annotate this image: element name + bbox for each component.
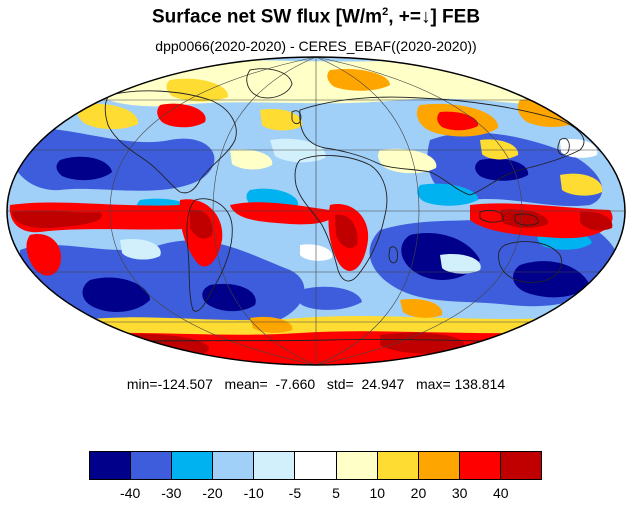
- title-rest: , +=↓] FEB: [388, 6, 481, 28]
- map-outline: [6, 56, 626, 366]
- colorbar-tick-labels: -40 -30 -20 -10 -5 5 10 20 30 40: [89, 485, 542, 503]
- colorbar-tick-label: 10: [369, 485, 386, 501]
- colorbar-swatch: [295, 452, 337, 479]
- plot-title: Surface net SW flux [W/m2, +=↓] FEB: [0, 6, 632, 28]
- colorbar-swatch: [131, 452, 173, 479]
- colorbar-swatch: [213, 452, 255, 479]
- plot-subtitle: dpp0066(2020-2020) - CERES_EBAF((2020-20…: [155, 38, 477, 54]
- colorbar-tick-label: -5: [288, 485, 302, 501]
- colorbar-tick-label: -30: [161, 485, 182, 501]
- colorbar-tick-label: -40: [120, 485, 141, 501]
- colorbar: [89, 451, 542, 480]
- mollweide-map: [6, 56, 626, 366]
- graticule: [7, 57, 625, 365]
- colorbar-swatch: [500, 452, 542, 479]
- colorbar-tick-label: 30: [451, 485, 468, 501]
- colorbar-tick-label: 40: [493, 485, 509, 501]
- negative-anomaly-regions: [10, 127, 620, 327]
- colorbar-tick-label: -10: [243, 485, 264, 501]
- colorbar-swatch: [90, 452, 132, 479]
- colorbar-swatch: [254, 452, 296, 479]
- map-field: [7, 57, 625, 365]
- colorbar-tick-label: -20: [202, 485, 223, 501]
- colorbar-tick-label: 20: [410, 485, 427, 501]
- colorbar-swatch: [336, 452, 378, 479]
- colorbar-swatch: [377, 452, 419, 479]
- title-superscript: 2: [382, 6, 389, 18]
- colorbar-swatch: [418, 452, 460, 479]
- title-main: Surface net SW flux [W/m: [151, 6, 383, 28]
- colorbar-tick-label: 5: [332, 485, 340, 501]
- colorbar-swatch: [172, 452, 214, 479]
- colorbar-swatch: [459, 452, 501, 479]
- statistics-line: min=-124.507 mean= -7.660 std= 24.947 ma…: [126, 376, 506, 392]
